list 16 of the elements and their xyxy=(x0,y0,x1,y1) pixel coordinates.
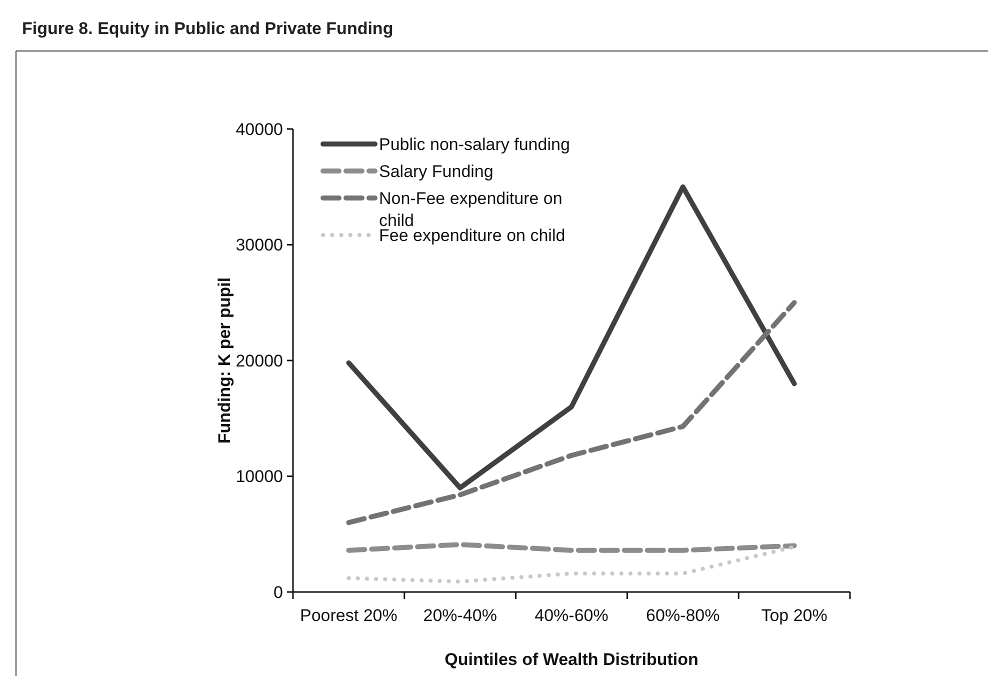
legend-label: Public non-salary funding xyxy=(379,134,570,154)
legend-label: Salary Funding xyxy=(379,162,494,181)
y-tick-label: 10000 xyxy=(236,467,283,486)
x-tick-label: 60%-80% xyxy=(646,606,720,625)
y-axis-title: Funding: K per pupil xyxy=(215,277,234,444)
x-tick-label: 40%-60% xyxy=(534,606,608,625)
line-series xyxy=(346,544,796,584)
y-tick-label: 0 xyxy=(274,582,283,602)
chart-title: Figure 8. Equity in Public and Private Funding xyxy=(22,19,394,38)
y-tick-label: 30000 xyxy=(236,236,283,255)
y-tick-label: 20000 xyxy=(236,351,283,370)
x-tick-label: 20%-40% xyxy=(423,606,497,625)
x-tick-label: Poorest 20% xyxy=(300,606,398,625)
x-tick-label: Top 20% xyxy=(761,606,828,625)
y-tick-label: 40000 xyxy=(236,120,283,139)
x-axis-title: Quintiles of Wealth Distribution xyxy=(444,650,698,669)
